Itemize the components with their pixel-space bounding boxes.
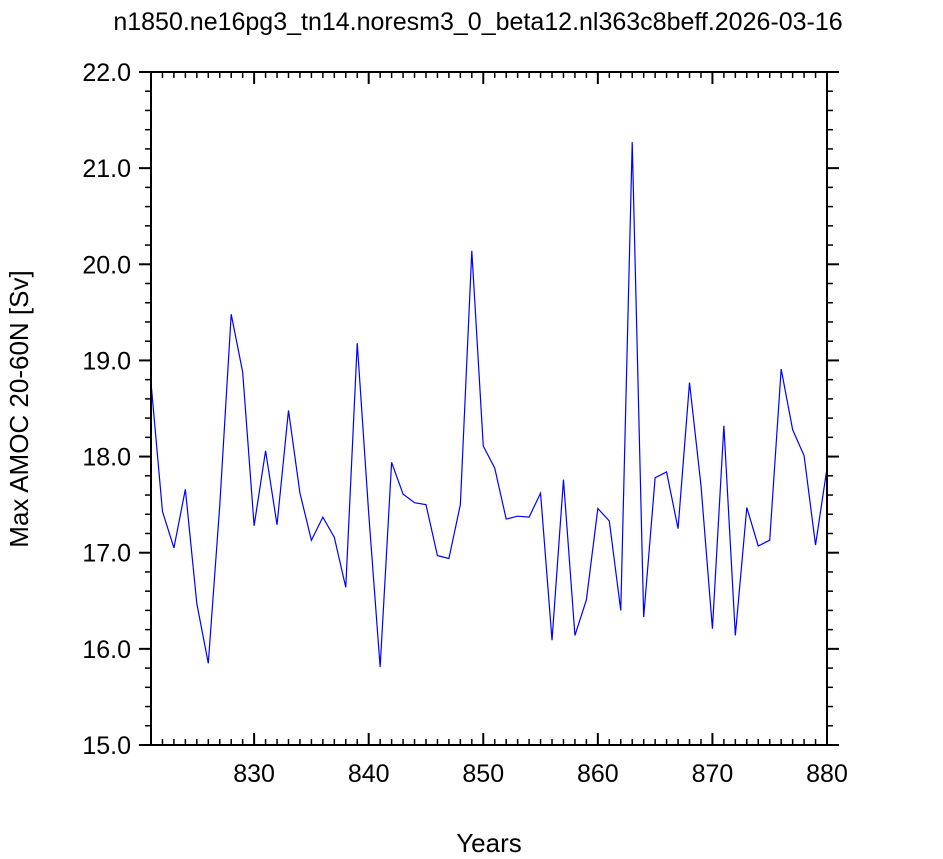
x-tick-labels: 830 840 850 860 870 880 xyxy=(233,760,848,788)
y-tick-label: 18.0 xyxy=(82,444,131,472)
x-tick-label: 880 xyxy=(806,760,848,788)
chart-title: n1850.ne16pg3_tn14.noresm3_0_beta12.nl36… xyxy=(113,8,842,36)
y-tick-label: 15.0 xyxy=(82,732,131,760)
y-axis-label: Max AMOC 20-60N [Sv] xyxy=(4,270,34,547)
y-tick-label: 21.0 xyxy=(82,155,131,183)
series-line xyxy=(150,142,828,668)
x-tick-label: 870 xyxy=(692,760,734,788)
y-tick-label: 16.0 xyxy=(82,636,131,664)
x-axis-label: Years xyxy=(456,828,522,858)
major-ticks xyxy=(139,71,839,746)
x-tick-label: 860 xyxy=(577,760,619,788)
x-tick-label: 850 xyxy=(462,760,504,788)
y-tick-label: 17.0 xyxy=(82,540,131,568)
y-tick-label: 19.0 xyxy=(82,347,131,375)
x-tick-label: 840 xyxy=(348,760,390,788)
y-tick-label: 20.0 xyxy=(82,251,131,279)
x-tick-label: 830 xyxy=(233,760,275,788)
plot-frame xyxy=(150,71,828,746)
y-tick-label: 22.0 xyxy=(82,59,131,87)
minor-ticks xyxy=(145,72,833,745)
y-tick-labels: 15.0 16.0 17.0 18.0 19.0 20.0 21.0 22.0 xyxy=(82,59,131,760)
